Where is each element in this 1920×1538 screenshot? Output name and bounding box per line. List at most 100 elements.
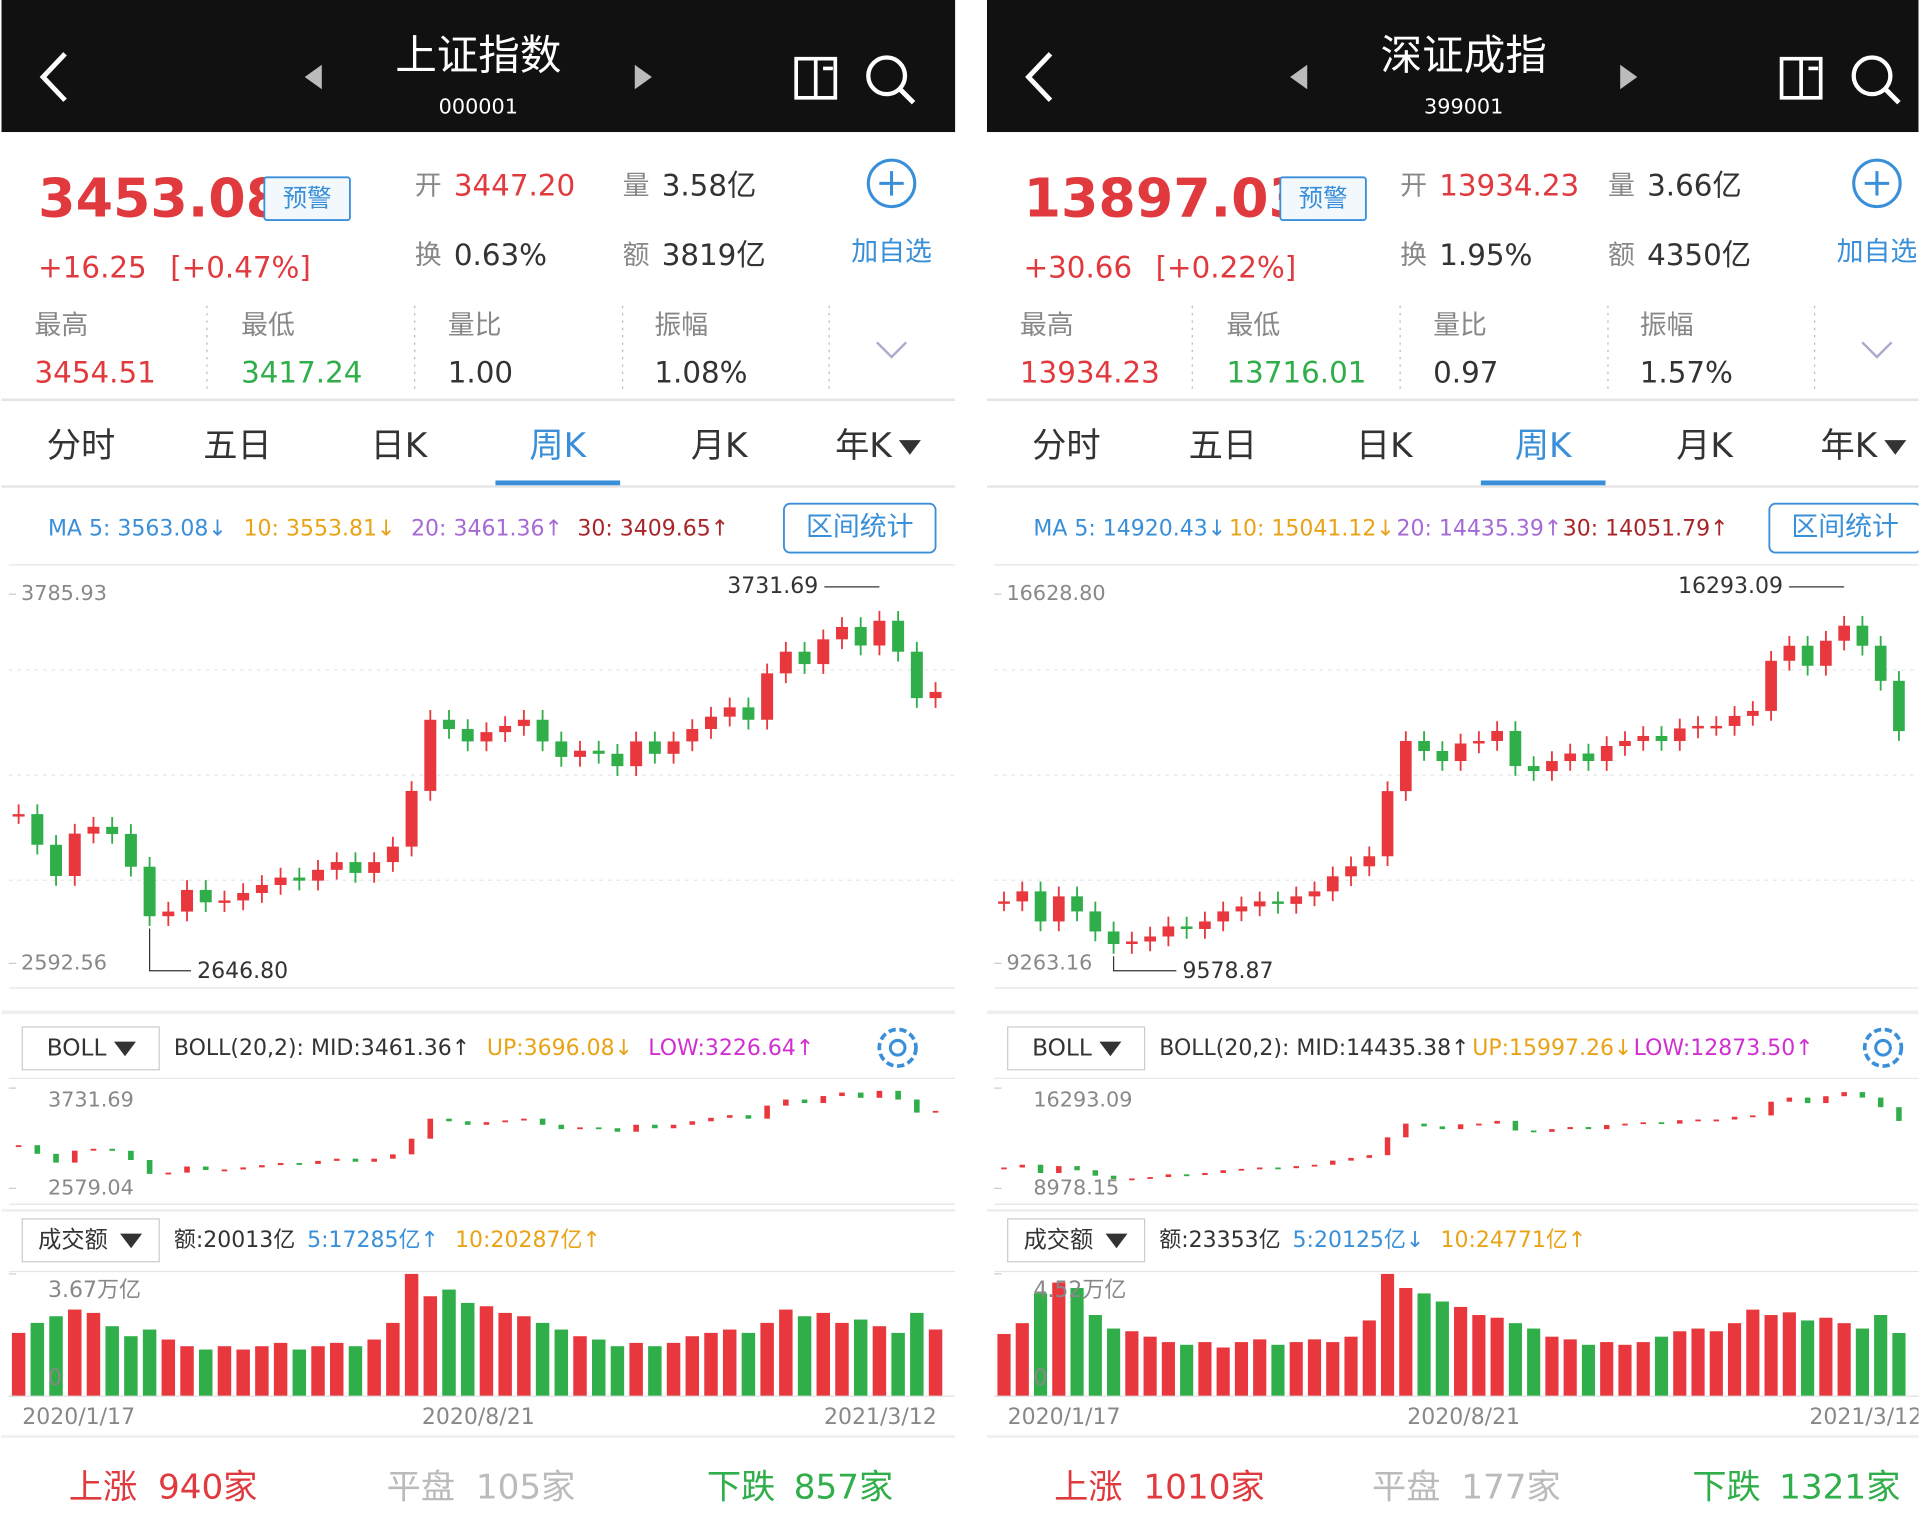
stat-label: 振幅 (654, 310, 708, 341)
indicator-select[interactable]: BOLL (47, 1034, 107, 1061)
volume-bar (1253, 1339, 1267, 1397)
boll-candle (390, 1154, 396, 1159)
boll-candle (1293, 1166, 1299, 1169)
volume-bar (1782, 1312, 1796, 1397)
candle (218, 900, 231, 903)
candle (461, 729, 474, 742)
volume-bar (1033, 1293, 1048, 1397)
indicator-select[interactable]: 成交额 (38, 1226, 108, 1253)
quote-value: 3447.20 (454, 169, 575, 203)
candle (910, 651, 923, 699)
boll-candle (1366, 1155, 1373, 1158)
add-watch-icon[interactable] (1852, 158, 1902, 209)
candle (705, 716, 717, 730)
alert-button[interactable]: 预警 (1299, 183, 1348, 212)
search-icon[interactable] (866, 55, 908, 97)
boll-candle (857, 1092, 864, 1098)
back-button[interactable] (39, 52, 67, 102)
candle (574, 750, 586, 757)
period-tab[interactable]: 年K (1820, 426, 1878, 466)
candle (1290, 896, 1303, 904)
candle (517, 719, 530, 726)
volume-bar (460, 1302, 475, 1397)
back-button[interactable] (1025, 52, 1053, 102)
volume-bar (199, 1349, 213, 1397)
period-tab[interactable]: 五日 (1189, 426, 1257, 466)
boll-candle (1859, 1092, 1866, 1098)
range-stats-button[interactable]: 区间统计 (806, 512, 914, 543)
period-tab[interactable]: 分时 (47, 426, 115, 466)
tab-dropdown-arrow (898, 440, 921, 455)
volume-bar (49, 1316, 63, 1397)
volume-bar (1344, 1336, 1358, 1397)
market-breadth-value: 1010家 (1143, 1468, 1264, 1508)
period-tab[interactable]: 周K (529, 426, 587, 466)
period-tab[interactable]: 日K (371, 426, 429, 466)
candle (1126, 941, 1138, 944)
period-tab[interactable]: 五日 (203, 426, 271, 466)
volume-bar (1052, 1282, 1066, 1397)
boll-candle (1457, 1124, 1464, 1130)
next-arrow[interactable] (1620, 64, 1638, 90)
candle (424, 719, 437, 791)
price-change-pct: [+0.22%] (1156, 250, 1297, 284)
settings-gear[interactable] (1862, 1027, 1904, 1068)
boll-candle (1658, 1122, 1665, 1125)
quote-value: 3.58亿 (662, 169, 757, 203)
range-stats-button[interactable]: 区间统计 (1791, 512, 1899, 543)
period-tab[interactable]: 年K (835, 426, 893, 466)
switch-icon[interactable] (1779, 56, 1823, 100)
candle (1253, 901, 1266, 907)
boll-candle (521, 1118, 527, 1121)
header-bar (986, 0, 1919, 133)
market-breadth-value: 105家 (476, 1468, 576, 1508)
search-icon[interactable] (1851, 55, 1893, 97)
candle (1783, 645, 1796, 661)
candle (1765, 660, 1777, 711)
candle (124, 833, 137, 867)
high-note: 3731.69 (727, 574, 818, 599)
period-tab[interactable]: 月K (1676, 426, 1734, 466)
boll-candle (1110, 1175, 1117, 1180)
candle (386, 846, 399, 863)
add-watch[interactable]: 加自选 (1837, 237, 1918, 268)
volume-bar (573, 1336, 587, 1397)
prev-arrow[interactable] (1290, 64, 1308, 90)
boll-candle (1713, 1119, 1720, 1122)
expand-chevron[interactable] (876, 341, 908, 359)
add-watch-icon[interactable] (866, 158, 917, 209)
candle (761, 673, 774, 720)
period-tab[interactable]: 分时 (1032, 426, 1100, 466)
period-tab[interactable]: 周K (1515, 426, 1573, 466)
alert-button[interactable]: 预警 (283, 183, 332, 212)
expand-chevron[interactable] (1861, 341, 1893, 359)
y-tick-label: 2592.56 (21, 950, 107, 974)
next-arrow[interactable] (634, 64, 652, 90)
volume-bar (1746, 1309, 1760, 1397)
settings-gear[interactable] (877, 1027, 918, 1068)
add-watch[interactable]: 加自选 (851, 237, 932, 268)
boll-candle (1348, 1157, 1354, 1161)
ma-value: 10: 3553.81↓ (244, 516, 396, 541)
candle (1107, 931, 1120, 944)
x-date-label: 2020/8/21 (422, 1405, 535, 1430)
boll-candle (483, 1122, 490, 1125)
candle (1162, 926, 1175, 937)
volume-bar (161, 1339, 176, 1397)
candle (1399, 740, 1412, 792)
prev-arrow[interactable] (304, 64, 322, 90)
candle (929, 691, 942, 699)
boll-low: LOW:3226.64↑ (648, 1036, 814, 1061)
candle (1217, 911, 1230, 922)
boll-candle (1220, 1170, 1226, 1173)
period-tab[interactable]: 月K (691, 426, 749, 466)
period-tab[interactable]: 日K (1356, 426, 1414, 466)
volume-bar (273, 1342, 288, 1397)
volume-bar (997, 1333, 1011, 1397)
ma-value: 20: 14435.39↑ (1396, 516, 1562, 541)
indicator-select[interactable]: 成交额 (1024, 1226, 1094, 1253)
indicator-select[interactable]: BOLL (1032, 1034, 1092, 1061)
candle (274, 877, 287, 885)
switch-icon[interactable] (794, 56, 838, 100)
